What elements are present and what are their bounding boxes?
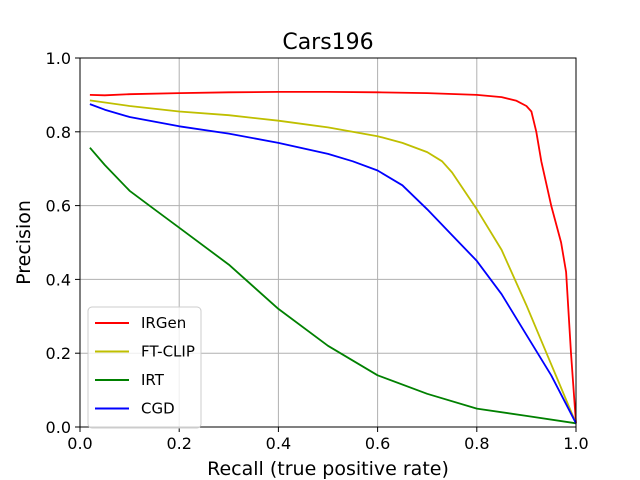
y-tick-label: 1.0 xyxy=(46,49,71,68)
series-lines xyxy=(89,91,577,425)
x-tick-label: 0.0 xyxy=(67,434,92,453)
x-axis-title: Recall (true positive rate) xyxy=(207,458,449,480)
y-tick-label: 0.4 xyxy=(46,270,71,289)
x-tick-label: 0.6 xyxy=(365,434,390,453)
series-line-irgen xyxy=(89,91,577,424)
axis-ticks: 0.0 0.2 0.4 0.6 0.8 1.0 0.0 0.2 0.4 0.6 0.8 1.0 xyxy=(46,49,589,453)
y-tick-label: 0.6 xyxy=(46,197,71,216)
legend-box xyxy=(87,306,202,429)
legend-label: IRGen xyxy=(141,314,186,332)
series-line-cgd xyxy=(89,103,577,424)
y-axis-title: Precision xyxy=(13,200,35,285)
legend: IRGen FT-CLIP IRT CGD xyxy=(87,306,202,429)
chart-title: Cars196 xyxy=(282,30,373,55)
y-tick-label: 0.8 xyxy=(46,123,71,142)
x-tick-label: 0.8 xyxy=(464,434,489,453)
legend-label: IRT xyxy=(141,371,165,389)
legend-label: CGD xyxy=(141,400,175,418)
series-line-ft-clip xyxy=(89,99,577,424)
x-tick-label: 1.0 xyxy=(563,434,588,453)
plot-frame xyxy=(79,57,577,428)
series-line-irt xyxy=(89,147,577,425)
y-tick-label: 0.2 xyxy=(46,344,71,363)
x-tick-label: 0.4 xyxy=(266,434,291,453)
legend-label: FT-CLIP xyxy=(141,343,195,361)
x-tick-label: 0.2 xyxy=(166,434,191,453)
y-tick-label: 0.0 xyxy=(46,418,71,437)
